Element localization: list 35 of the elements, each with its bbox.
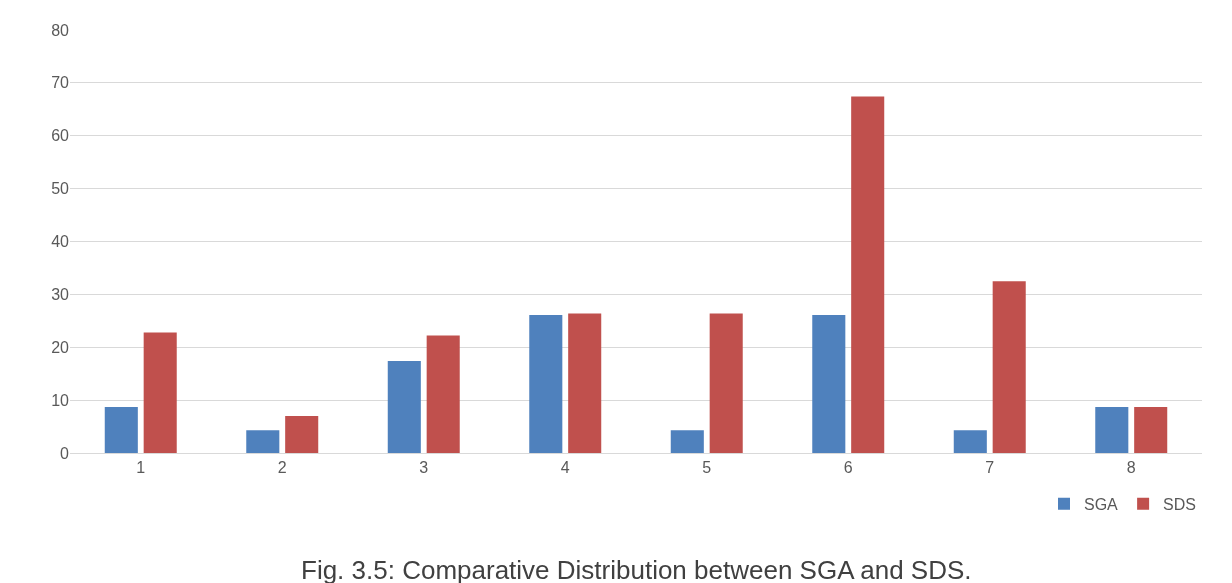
bar xyxy=(568,313,602,453)
bar xyxy=(812,315,846,453)
y-tick-label: 70 xyxy=(51,74,70,92)
bar xyxy=(285,415,319,453)
x-tick-label: 5 xyxy=(702,459,712,477)
bar xyxy=(104,407,138,453)
y-tick-label: 10 xyxy=(51,391,70,409)
y-tick-label: 50 xyxy=(51,180,70,198)
x-tick-label: 4 xyxy=(560,459,570,477)
x-tick-label: 2 xyxy=(277,459,287,477)
bar xyxy=(1134,407,1168,453)
y-tick-label: 20 xyxy=(51,338,70,356)
x-tick-label: 6 xyxy=(843,459,853,477)
legend-label: SDS xyxy=(1163,495,1197,513)
bar xyxy=(670,430,704,453)
bar xyxy=(387,361,421,453)
bar xyxy=(529,315,563,453)
x-tick-label: 3 xyxy=(419,459,429,477)
y-tick-label: 30 xyxy=(51,285,70,303)
bar xyxy=(992,281,1026,453)
y-tick-label: 0 xyxy=(60,444,70,462)
bar xyxy=(143,332,177,453)
y-tick-label: 60 xyxy=(51,127,70,145)
bar xyxy=(851,96,885,453)
bar xyxy=(1095,407,1129,453)
bar xyxy=(246,430,280,453)
bar xyxy=(953,430,987,453)
x-tick-label: 7 xyxy=(985,459,995,477)
bar xyxy=(709,313,743,453)
legend-label: SGA xyxy=(1084,495,1119,513)
x-tick-label: 1 xyxy=(136,459,146,477)
y-tick-label: 80 xyxy=(51,21,70,39)
x-tick-label: 8 xyxy=(1126,459,1136,477)
y-tick-label: 40 xyxy=(51,233,70,251)
bar xyxy=(426,335,460,453)
